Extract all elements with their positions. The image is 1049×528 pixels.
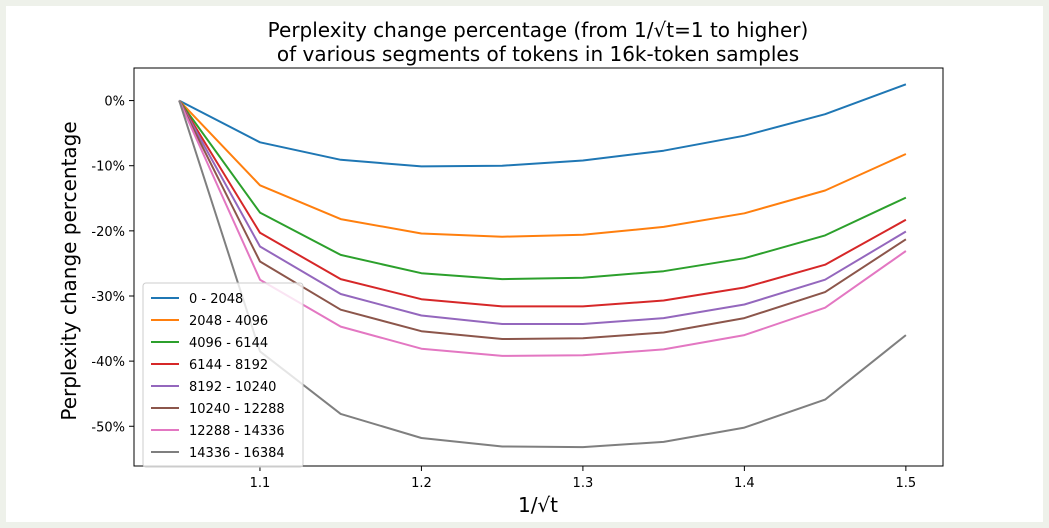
legend-label-7: 14336 - 16384 [189,446,285,461]
y-axis-label: Perplexity change percentage [57,121,81,420]
x-tick-label-0: 1.1 [250,476,271,491]
series-line-2 [178,100,907,281]
x-tick-label-1: 1.2 [411,476,432,491]
legend-label-5: 10240 - 12288 [189,402,285,417]
line-chart: Perplexity change percentage (from 1/√t=… [57,18,944,517]
legend-label-6: 12288 - 14336 [189,424,285,439]
plot-area: 1.1 1.2 1.3 1.4 1.5 0% -10% -20% -30% -40% -50% 0 -… [91,67,944,491]
y-tick-label-0: 0% [104,95,125,110]
chart-figure: Perplexity change percentage (from 1/√t=… [6,6,1043,522]
legend-label-0: 0 - 2048 [189,292,243,307]
legend-box [142,282,304,468]
y-tick-label-5: -50% [91,420,125,435]
legend-label-4: 8192 - 10240 [189,380,276,395]
x-tick-label-3: 1.4 [734,476,755,491]
plot-frame [133,67,944,467]
series-line-0 [178,83,907,168]
y-tick-label-3: -30% [91,290,125,305]
legend-label-1: 2048 - 4096 [189,314,268,329]
legend-label-3: 6144 - 8192 [189,358,268,373]
y-tick-label-4: -40% [91,355,125,370]
x-tick-label-4: 1.5 [896,476,917,491]
series-line-3 [178,100,907,308]
x-axis-label: 1/√t [518,493,558,517]
chart-title-line-2: of various segments of tokens in 16k-tok… [277,42,799,66]
chart-title-line-1: Perplexity change percentage (from 1/√t=… [268,18,809,42]
series-line-1 [178,99,907,238]
y-tick-label-2: -20% [91,225,125,240]
series-line-4 [178,100,907,325]
x-tick-label-2: 1.3 [573,476,594,491]
y-tick-label-1: -10% [91,160,125,175]
legend-label-2: 4096 - 6144 [189,336,268,351]
